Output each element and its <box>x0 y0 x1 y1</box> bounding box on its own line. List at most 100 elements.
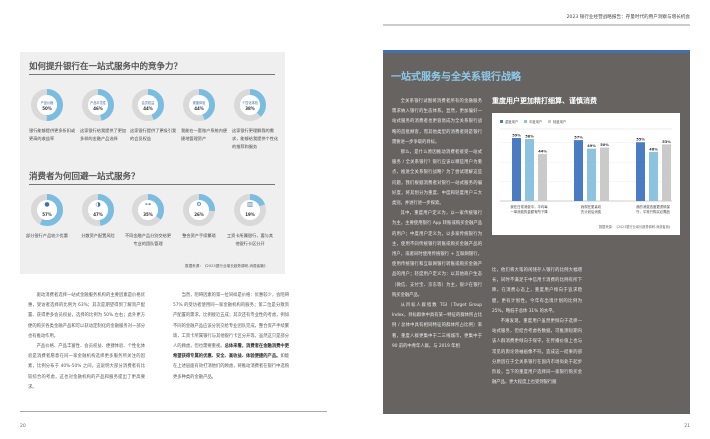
shield-icon: ◑ <box>95 201 101 208</box>
panel-top-bar <box>383 50 690 53</box>
right-column-2: 比，他们将大笔的闲钱存入银行的比例大幅增长，同时不满足于中信用卡消费的比例有所下… <box>492 266 582 388</box>
donut-label: 产品价格 <box>40 101 54 105</box>
donut-label: 个性化体验 <box>242 101 258 105</box>
data-label: 58% <box>525 135 534 139</box>
stat-donut: ▥ 19% <box>233 193 267 231</box>
data-label: 59% <box>512 133 521 137</box>
category-label: 先计划后消费 <box>581 209 602 214</box>
donut-value: 47% <box>93 212 103 217</box>
stat-donut: 会员权益 44% <box>131 88 165 126</box>
divider <box>29 184 275 185</box>
data-label: 53% <box>662 140 671 144</box>
donut-caption: 部分银行产品较少优惠 <box>26 233 68 238</box>
piggy-bank-icon: ● <box>44 201 50 208</box>
divider <box>29 74 275 75</box>
donut-value: 50% <box>42 106 52 111</box>
org-chart-icon: ⊶ <box>145 201 151 208</box>
legend-label: 中度用户 <box>529 119 542 124</box>
donut-caption: 这家银行提供了更吸引我的会员权益 <box>130 128 177 141</box>
chart-title: 重度用户更加精打细算、谨慎消费 <box>492 97 597 105</box>
bar <box>525 139 534 201</box>
legend-swatch <box>500 120 503 123</box>
stat-donut: 个性化体验 38% <box>233 88 267 126</box>
category-label: 守，平常只购买必需品 <box>636 209 671 214</box>
legend-label: 重度用户 <box>505 119 518 124</box>
donut-value: 38% <box>245 106 255 111</box>
left-column-2: 当然，阻碍因素的第一位同样是价格：优惠较少，会阻碍 57% 的受访者使用同一家金… <box>173 291 289 383</box>
donut-caption: 银行能够提供更多折扣或更高的收益率 <box>29 128 76 141</box>
data-label: 44% <box>538 149 547 153</box>
data-label: 50% <box>600 143 609 147</box>
bar-chart: 重度用户 中度用户 轻度用户 59% 58% 44% 我在日常消费中，平均每一单消费的金额有… <box>500 119 672 229</box>
paragraph: 其中，重度用户定义为，以一家传统银行为主，主要使用银行 App 转账或购买金融产… <box>392 211 482 298</box>
paragraph: 不难发现，重度用户虽然更倾向于选择一站式服务，但结合考虑各数据，可推测短期内该人… <box>492 319 582 386</box>
page-title: 一站式服务与全关系银行战略 <box>391 72 521 83</box>
donut-caption: 工资卡所属银行，要与其他银行卡区分开 <box>226 233 274 246</box>
stat-donut: ● 57% <box>30 193 64 231</box>
donut-caption: 这家银行更理解我的需求，能够给我提供个性化的推荐和服务 <box>232 128 279 149</box>
category-label: 一单消费的金额有所下降 <box>510 209 548 214</box>
insight-panel <box>20 52 285 274</box>
bar <box>636 142 645 201</box>
bank-icon: ▥ <box>247 201 253 208</box>
donut-value: 46% <box>93 106 103 111</box>
donut-label: 便捷体验 <box>192 101 206 105</box>
panel-source: 数据来源：《2023银行业增长趋势调研-消费者篇》 <box>185 264 268 268</box>
legend-label: 轻度用户 <box>553 119 566 124</box>
category-label: 我现在更喜欢 <box>581 204 602 209</box>
footer-line <box>20 411 327 412</box>
donut-value: 19% <box>245 212 255 217</box>
data-label: 46% <box>649 147 658 151</box>
bar <box>587 148 596 201</box>
bar <box>649 151 658 201</box>
right-column-1: 全关系银行试图将消费者所有的金融服务需求纳入银行的生态体系。显然，更加偏好一站式… <box>392 97 482 352</box>
category-label: 我在日常消费中，平均每 <box>510 204 548 209</box>
paragraph: 当然，阻碍因素的第一位同样是价格：优惠较少，会阻碍 57% 的受访者使用同一家金… <box>173 293 290 350</box>
gear-coins-icon: ⚙ <box>196 201 202 208</box>
paragraph: 产品价格、产品丰富性、会员权益、便捷体验、个性化体验是消费者愿意在同一家金融机构… <box>28 344 145 390</box>
paragraph: 比，他们将大笔的闲钱存入银行的比例大幅增长，同时不满足于中信用卡消费的比例有所下… <box>492 268 582 314</box>
donut-caption: 我能在一套账户系统内便捷地管理资产 <box>181 128 228 141</box>
bar <box>538 153 547 201</box>
donut-value: 44% <box>143 106 153 111</box>
donut-caption: 分散资产配置风险 <box>81 233 115 238</box>
bar <box>574 140 583 201</box>
page-number: 20 <box>20 424 26 429</box>
report-title: 2023 银行业经营战略报告：存量时代的用户洞察与增长机会 <box>566 15 690 20</box>
data-label: 55% <box>636 138 645 142</box>
stat-donut: 产品价格 50% <box>30 88 64 126</box>
section2-title: 消费者为何回避一站式服务？ <box>29 172 140 182</box>
header-line <box>383 24 690 26</box>
donut-label: 会员权益 <box>141 101 155 105</box>
stat-donut: ⊶ 35% <box>131 193 165 231</box>
left-column-1: 驱动消费者选择一站式金融服务机构的主要因素是价格优惠，受访者选择的比例为 63%… <box>28 291 145 393</box>
donut-label: 产品丰富性 <box>90 101 106 105</box>
paragraph: 全关系银行试图将消费者所有的金融服务需求纳入银行的生态体系。显然，更加偏好一站式… <box>392 99 482 145</box>
page-number: 21 <box>684 424 690 429</box>
stat-donut: ⚙ 26% <box>182 193 216 231</box>
paragraph: 驱动消费者选择一站式金融服务机构的主要因素是价格优惠，受访者选择的比例为 63%… <box>28 293 145 339</box>
paragraph: 如能在上述层面有效打消他们的顾虑，将推动消费者在银行中选购更多种类的金融产品。 <box>173 354 290 380</box>
legend-swatch <box>524 120 527 123</box>
legend-swatch <box>548 120 551 123</box>
donut-value: 44% <box>194 106 204 111</box>
stat-donut: ◑ 47% <box>81 193 115 231</box>
bold-conclusion: 总体来看，消费者在金融消费中更希望获得专属的优惠、安全、高收益、体验便捷的产品。 <box>173 344 290 360</box>
bar <box>600 147 609 201</box>
data-label: 57% <box>574 136 583 140</box>
donut-value: 35% <box>143 212 153 217</box>
chart-source: 数据来源：《2023银行业增长趋势调研-消费者篇》 <box>599 224 672 229</box>
stat-donut: 产品丰富性 46% <box>81 88 115 126</box>
stat-donut: 便捷体验 44% <box>182 88 216 126</box>
chart-card: 重度用户 中度用户 轻度用户 59% 58% 44% 我在日常消费中，平均每 一单消费的金额有… <box>492 113 680 235</box>
category-label: 我的消费态度更谨慎保 <box>636 204 671 209</box>
donut-caption: 整合资产手续繁琐 <box>182 233 216 238</box>
donut-caption: 这家银行给我提供了更加多样的金融产品选择 <box>80 128 127 141</box>
paragraph: 从目标人群指数 TGI（Target Group Index，目标群体中具有某一… <box>392 303 482 349</box>
data-label: 49% <box>587 144 596 148</box>
bar <box>512 137 521 201</box>
donut-value: 26% <box>194 212 204 217</box>
donut-value: 57% <box>42 212 52 217</box>
paragraph: 那么，是什么原因推动消费者接受一站式服务 / 全关系银行？银行应该以哪些用户为重… <box>392 150 482 207</box>
bar <box>662 144 671 201</box>
